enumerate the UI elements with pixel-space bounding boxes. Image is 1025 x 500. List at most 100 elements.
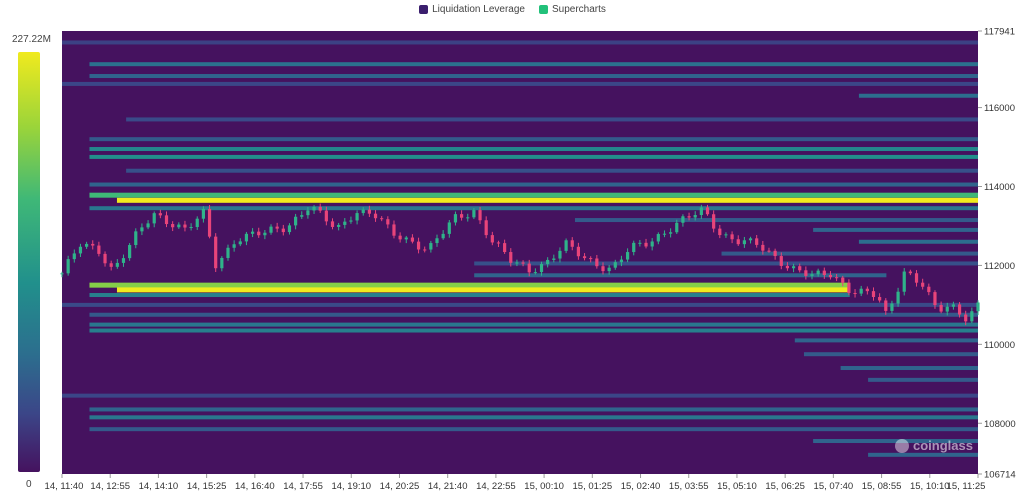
candle-body-87 — [595, 258, 599, 267]
candle-body-66 — [466, 217, 470, 219]
candle-body-85 — [582, 256, 587, 259]
candle-body-50 — [367, 209, 371, 214]
candle-body-47 — [349, 220, 353, 222]
y-tick-label-2: 114000 — [984, 182, 1015, 193]
chart-legend: Liquidation Leverage Supercharts — [0, 4, 1025, 15]
liquidation-band-2 — [89, 74, 979, 79]
x-tick-label-12: 15, 02:40 — [621, 481, 661, 492]
candle-body-20 — [183, 224, 187, 228]
candle-body-29 — [238, 241, 242, 245]
candle-body-48 — [355, 213, 359, 221]
candle-body-68 — [478, 210, 482, 221]
candle-body-36 — [281, 228, 285, 233]
candle-body-116 — [773, 250, 777, 257]
candle-body-133 — [878, 297, 882, 301]
x-tick-label-7: 14, 20:25 — [380, 481, 420, 492]
candle-body-72 — [503, 243, 507, 253]
liquidation-band-13 — [89, 206, 979, 211]
candle-body-119 — [791, 266, 796, 269]
candle-body-84 — [576, 246, 581, 257]
candle-body-74 — [515, 262, 519, 264]
watermark-text: coinglass — [913, 438, 973, 453]
candle-body-9 — [115, 262, 119, 267]
candle-body-7 — [103, 253, 107, 264]
liquidation-band-22 — [89, 293, 850, 298]
liquidation-band-28 — [803, 352, 978, 357]
candle-body-33 — [263, 232, 267, 236]
candle-body-130 — [859, 288, 863, 294]
candle-body-142 — [933, 292, 937, 306]
legend-item-liquidation-leverage[interactable]: Liquidation Leverage — [419, 4, 525, 15]
candle-body-75 — [521, 262, 525, 264]
legend-swatch-liquidation-leverage — [419, 5, 429, 14]
liquidation-band-35 — [813, 439, 978, 444]
candle-body-147 — [964, 314, 968, 322]
candle-body-34 — [269, 226, 273, 233]
candle-body-123 — [816, 270, 820, 275]
candle-body-106 — [712, 214, 716, 229]
candle-body-92 — [625, 252, 630, 260]
candle-body-131 — [865, 288, 869, 292]
candle-body-99 — [669, 232, 673, 234]
x-tick-label-1: 14, 12:55 — [90, 481, 130, 492]
liquidation-band-6 — [89, 137, 979, 142]
candle-body-110 — [736, 239, 740, 245]
candle-body-60 — [429, 243, 433, 250]
candle-body-25 — [214, 236, 218, 269]
candle-body-136 — [896, 291, 900, 304]
liquidation-band-23 — [62, 302, 978, 307]
y-tick-label-3: 112000 — [984, 261, 1015, 272]
candle-body-78 — [539, 264, 544, 273]
candle-body-43 — [324, 210, 328, 222]
liquidation-band-20 — [89, 282, 850, 288]
candle-body-149 — [976, 302, 980, 312]
legend-label-liquidation-leverage: Liquidation Leverage — [432, 4, 525, 15]
candle-body-108 — [724, 234, 728, 236]
candle-body-81 — [558, 250, 562, 259]
x-tick-label-9: 14, 22:55 — [476, 481, 516, 492]
liquidation-band-26 — [89, 328, 979, 333]
candle-body-42 — [318, 206, 322, 211]
liquidation-band-0 — [62, 40, 978, 45]
candle-body-76 — [527, 263, 531, 273]
candle-body-14 — [146, 223, 150, 228]
candle-body-125 — [828, 274, 833, 278]
candle-body-91 — [619, 259, 624, 263]
liquidation-band-21 — [116, 287, 850, 293]
candle-body-143 — [939, 305, 943, 312]
candle-body-100 — [675, 222, 679, 233]
candle-body-93 — [632, 242, 636, 253]
candle-body-27 — [226, 247, 230, 258]
candle-body-120 — [798, 266, 802, 271]
candle-body-145 — [951, 304, 956, 307]
candle-body-97 — [656, 234, 660, 242]
candle-body-117 — [779, 256, 783, 266]
liquidation-band-19 — [474, 273, 887, 278]
candle-body-45 — [337, 224, 341, 227]
liquidation-band-29 — [840, 366, 978, 371]
candle-body-19 — [177, 224, 181, 228]
candle-body-37 — [287, 225, 292, 233]
candle-body-12 — [134, 231, 138, 246]
price-candles — [60, 203, 980, 326]
x-tick-label-11: 15, 01:25 — [573, 481, 613, 492]
legend-item-supercharts[interactable]: Supercharts — [538, 4, 606, 15]
candle-body-63 — [447, 222, 451, 234]
coinglass-logo-icon — [895, 438, 909, 453]
candle-body-28 — [232, 244, 236, 248]
candle-body-6 — [97, 245, 101, 254]
candle-body-86 — [589, 258, 593, 260]
liquidation-band-18 — [474, 261, 978, 266]
y-tick-label-4: 110000 — [984, 340, 1015, 351]
candle-body-64 — [453, 214, 458, 223]
candle-body-57 — [410, 237, 415, 242]
candle-body-105 — [705, 207, 710, 215]
x-tick-label-19: 15, 11:25 — [947, 481, 986, 492]
candle-body-139 — [914, 273, 919, 283]
liquidation-band-12 — [116, 197, 978, 203]
candle-body-52 — [380, 218, 384, 220]
colorbar — [18, 52, 40, 472]
candle-body-138 — [908, 271, 912, 274]
candle-body-118 — [785, 265, 790, 269]
